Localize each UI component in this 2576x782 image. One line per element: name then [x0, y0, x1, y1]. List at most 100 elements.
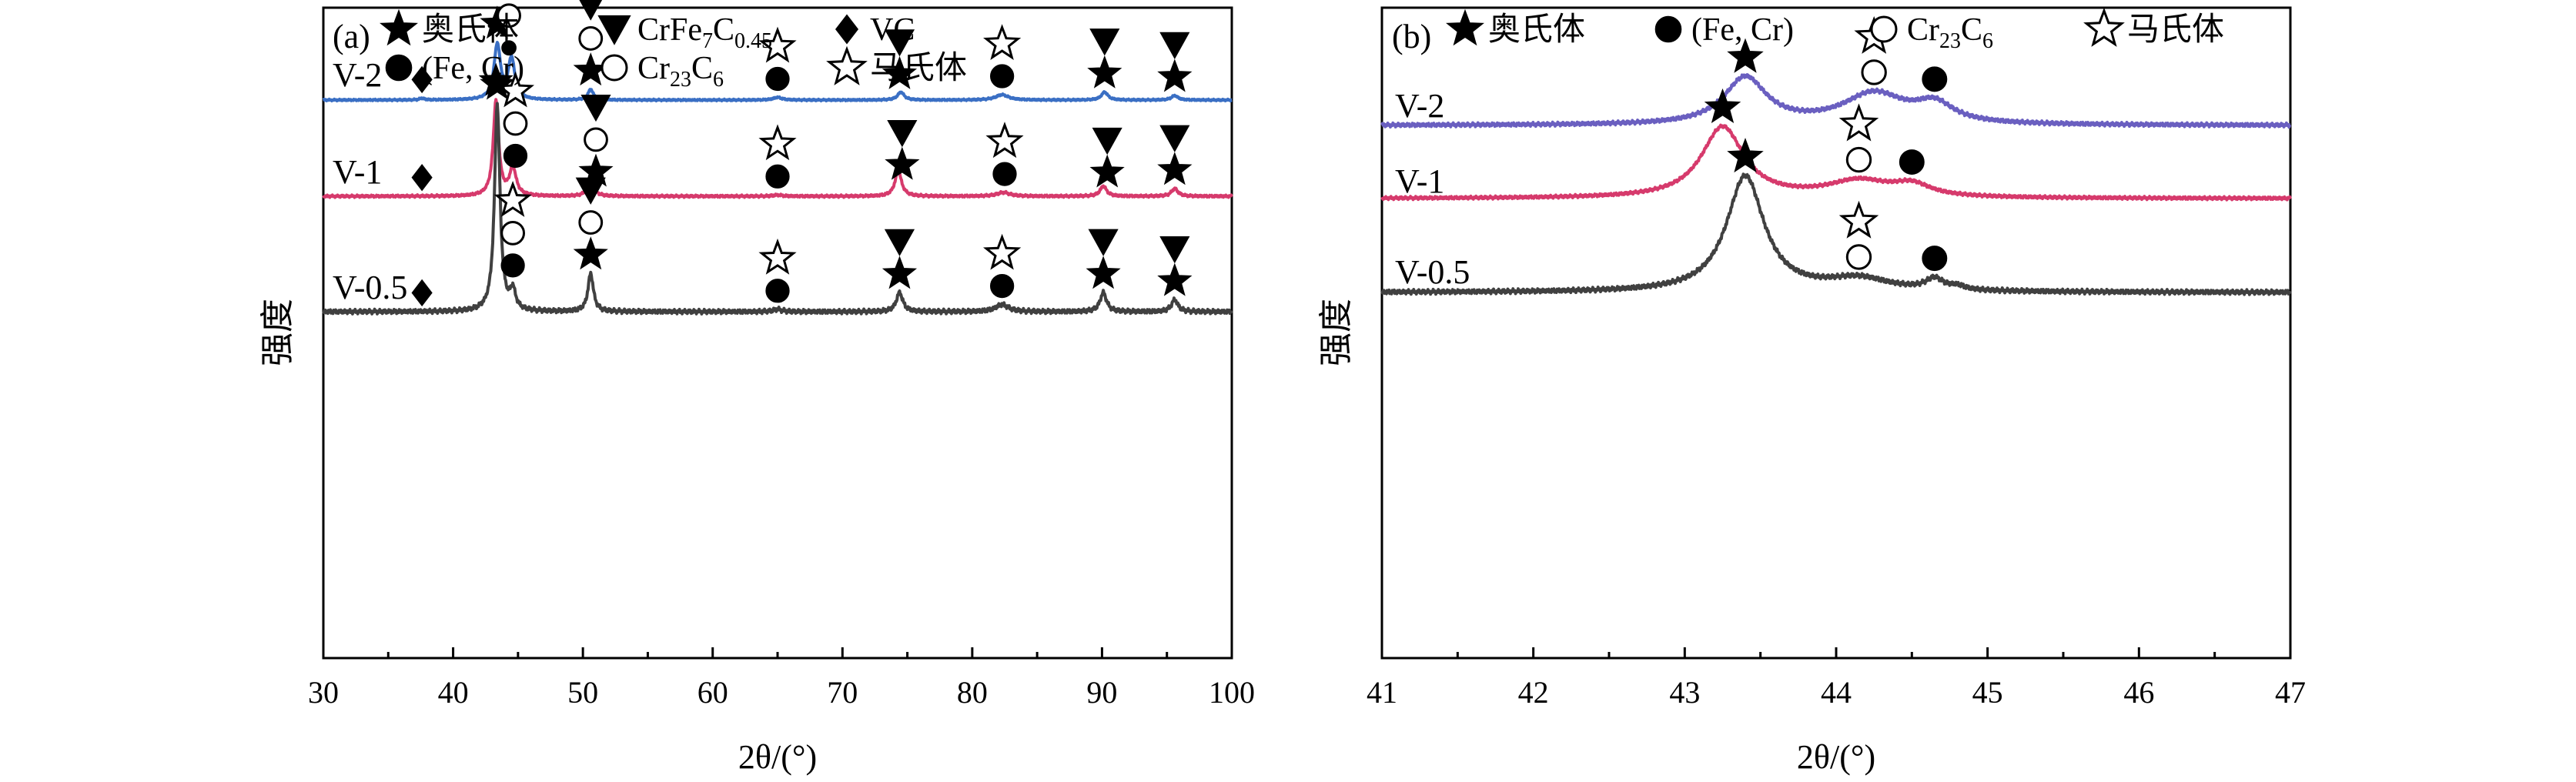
- peak-marker-circle-open: [503, 111, 528, 136]
- legend-label: CrFe7C0.45: [637, 12, 772, 53]
- curve-V-1: [1380, 123, 2292, 202]
- panel-a-label: (a): [333, 18, 370, 55]
- peak-marker-circle-open: [500, 220, 526, 246]
- peak-marker-circle-open: [1861, 59, 1887, 85]
- peak-marker-star-open: [983, 233, 1022, 270]
- peak-marker-star-filled: [882, 256, 918, 289]
- peak-marker-triangle-down-filled: [1159, 125, 1190, 152]
- peak-marker-star-filled: [480, 66, 515, 100]
- panel-b-xlabel: 2θ/(°): [1797, 738, 1875, 776]
- x-tick-label: 50: [567, 675, 598, 710]
- peak-marker-star-open: [758, 26, 797, 63]
- curve-V-0.5: [1380, 172, 2292, 296]
- curve-label-V-1: V-1: [1395, 162, 1444, 200]
- peak-marker-star-filled: [1087, 55, 1122, 89]
- peak-marker-star-filled: [1089, 154, 1125, 188]
- peak-marker-star-filled: [1727, 137, 1764, 173]
- peak-marker-circle-filled: [1899, 149, 1925, 175]
- curve-label-V-1: V-1: [333, 153, 382, 191]
- peak-marker-circle-filled: [503, 143, 528, 169]
- peak-marker-star-open: [985, 122, 1024, 159]
- x-tick-label: 41: [1367, 675, 1397, 710]
- legend-label: Cr23C6: [637, 51, 724, 92]
- peak-marker-circle-open: [578, 210, 604, 235]
- curve-label-V-2: V-2: [333, 56, 382, 94]
- x-tick-label: 45: [1972, 675, 2003, 710]
- curve-V-2: [1380, 73, 2292, 129]
- panel-b: (b) 2θ/(°) 强度 41 42 43 44 45 46 47 V-2 V-1 V-0.5…: [1317, 6, 2306, 776]
- peak-marker-circle-open: [1845, 146, 1872, 173]
- panel-b-ylabel: 强度: [1317, 299, 1355, 366]
- curve-V-1: [322, 98, 1233, 199]
- peak-marker-star-open: [1838, 200, 1879, 239]
- peak-marker-circle-filled: [500, 253, 525, 278]
- peak-marker-triangle-down-filled: [1088, 229, 1119, 256]
- x-tick-label: 47: [2275, 675, 2306, 710]
- legend-marker-triangle-down-filled: [597, 15, 631, 45]
- peak-marker-star-open: [1838, 103, 1879, 142]
- curve-label-V-0.5: V-0.5: [333, 269, 407, 306]
- peak-marker-triangle-down-filled: [1089, 28, 1120, 56]
- peak-marker-diamond-filled: [411, 279, 433, 307]
- curve-V-0.5: [322, 102, 1233, 316]
- legend-marker-star-open: [826, 45, 868, 85]
- peak-marker-circle-filled: [990, 64, 1015, 89]
- peak-marker-circle-open: [584, 127, 608, 152]
- peak-marker-circle-filled: [765, 164, 790, 189]
- peak-marker-star-filled: [573, 236, 608, 270]
- peak-marker-circle-filled: [765, 66, 790, 92]
- peak-marker-triangle-down-filled: [884, 229, 915, 256]
- x-tick-label: 40: [438, 675, 469, 710]
- peak-marker-circle-filled: [992, 162, 1017, 186]
- peak-marker-star-open: [983, 24, 1022, 60]
- legend-marker-circle-open: [1870, 15, 1898, 43]
- peak-marker-triangle-down-filled: [575, 177, 606, 205]
- peak-marker-circle-filled: [1922, 66, 1948, 92]
- peak-marker-circle-open: [578, 26, 604, 51]
- panel-a-peak-markers: [411, 0, 1193, 307]
- peak-marker-triangle-down-filled: [1159, 236, 1190, 264]
- legend-label: 马氏体: [2127, 12, 2224, 48]
- panel-b-curve-labels: V-2 V-1 V-0.5: [1395, 87, 1470, 291]
- peak-marker-circle-filled: [765, 279, 790, 303]
- x-tick-label: 80: [957, 675, 988, 710]
- panel-a-x-ticks: 30 40 50 60 70 80 90 100: [308, 647, 1255, 710]
- curve-V-2: [322, 41, 1233, 103]
- curve-label-V-0.5: V-0.5: [1395, 253, 1470, 291]
- panel-b-label: (b): [1392, 18, 1431, 55]
- peak-marker-star-filled: [1157, 262, 1193, 296]
- peak-marker-star-filled: [1157, 152, 1193, 185]
- peak-marker-star-open: [758, 238, 797, 275]
- legend-marker-star-filled: [1446, 8, 1484, 46]
- legend-label: VC: [870, 12, 915, 48]
- panel-a-ylabel: 强度: [259, 299, 296, 366]
- legend-marker-circle-open: [601, 54, 628, 82]
- panel-a-curve-labels: V-2 V-1 V-0.5: [333, 56, 407, 306]
- x-tick-label: 90: [1086, 675, 1117, 710]
- x-tick-label: 43: [1669, 675, 1700, 710]
- peak-marker-circle-open: [1845, 244, 1872, 270]
- panel-a: (a) 2θ/(°) 强度 30 40 50 60 70 80 90 100 V-2V-1V-…: [259, 0, 1255, 776]
- legend-label: Cr23C6: [1907, 12, 1993, 53]
- legend-label: 奥氏体: [422, 12, 519, 48]
- x-tick-label: 42: [1518, 675, 1549, 710]
- peak-marker-star-filled: [885, 146, 920, 180]
- panel-b-legend: 奥氏体 (Fe, Cr) Cr23C6 马氏体: [1446, 7, 2224, 53]
- x-tick-label: 60: [698, 675, 728, 710]
- panel-b-peak-markers: [1704, 15, 1948, 272]
- x-tick-label: 30: [308, 675, 339, 710]
- peak-marker-star-filled: [1704, 88, 1741, 124]
- legend-label: (Fe, Cr): [422, 51, 524, 86]
- x-tick-label: 70: [827, 675, 858, 710]
- legend-marker-star-filled: [380, 8, 418, 46]
- peak-marker-star-filled: [882, 55, 918, 89]
- peak-marker-triangle-down-filled: [579, 0, 603, 21]
- panel-b-curves: [1380, 73, 2292, 296]
- panel-b-x-ticks: 41 42 43 44 45 46 47: [1367, 647, 2306, 710]
- panel-a-legend: 奥氏体 CrFe7C0.45 VC (Fe, Cr) Cr23C6 马氏体: [380, 8, 967, 92]
- legend-marker-circle-filled: [1654, 15, 1682, 43]
- peak-marker-star-open: [493, 181, 532, 217]
- peak-marker-circle-filled: [990, 273, 1015, 299]
- peak-marker-triangle-down-filled: [884, 29, 915, 57]
